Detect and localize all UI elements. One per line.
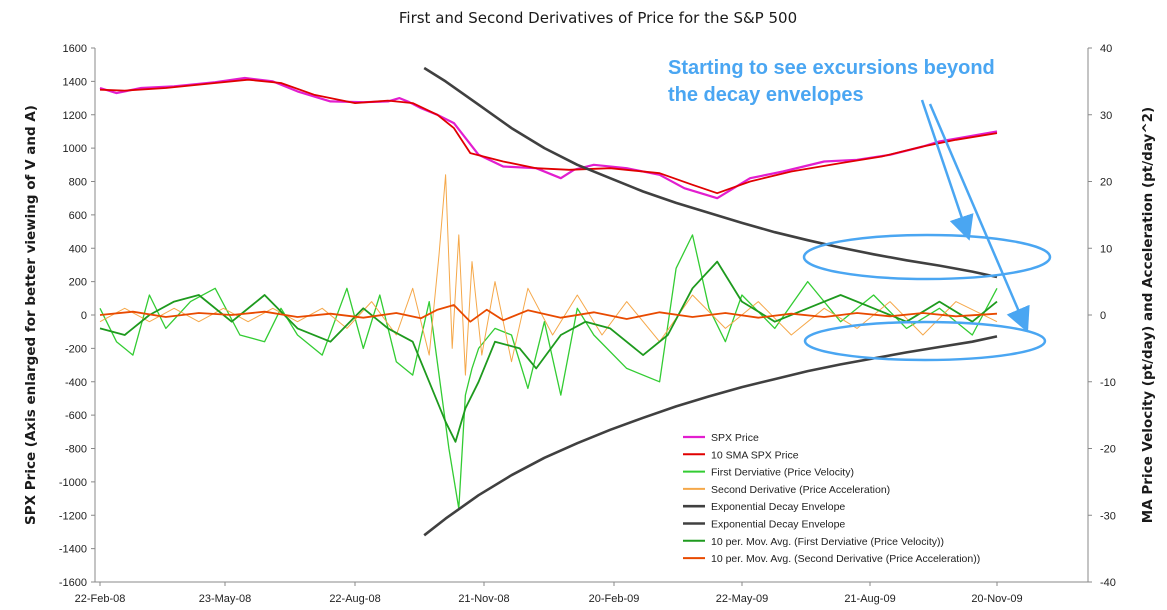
x-tick-label: 21-Nov-08 — [458, 593, 509, 605]
y-right-tick-label: 10 — [1100, 243, 1112, 255]
legend-label: First Derviative (Price Velocity) — [711, 467, 854, 479]
y-left-tick-label: -800 — [65, 444, 87, 456]
y-left-tick-label: 600 — [69, 210, 87, 222]
annotation: Starting to see excursions beyond the de… — [668, 57, 1052, 362]
y-right-tick-label: 0 — [1100, 310, 1106, 322]
y-left-tick-label: 1400 — [63, 76, 87, 88]
plot-area — [99, 66, 998, 537]
chart-title: First and Second Derivatives of Price fo… — [399, 9, 797, 27]
annotation-arrow-lower — [928, 103, 1030, 333]
x-tick-label: 22-May-09 — [716, 593, 769, 605]
x-tick-label: 20-Feb-09 — [589, 593, 640, 605]
legend-label: Exponential Decay Envelope — [711, 501, 845, 513]
series-line-6 — [99, 260, 998, 443]
y-right-tick-label: 40 — [1100, 43, 1112, 55]
axes: 16001400120010008006004002000-200-400-60… — [59, 43, 1116, 605]
series-line-0 — [99, 76, 998, 200]
legend-label: SPX Price — [711, 432, 759, 444]
y-left-tick-label: -1000 — [59, 477, 87, 489]
annotation-line-1: Starting to see excursions beyond — [668, 57, 995, 79]
y-left-tick-label: -600 — [65, 410, 87, 422]
y-left-tick-label: -1600 — [59, 577, 87, 589]
y-right-tick-label: 20 — [1100, 177, 1112, 189]
x-tick-label: 22-Aug-08 — [329, 593, 380, 605]
y-axis-left-label: SPX Price (Axis enlarged for better view… — [23, 105, 39, 525]
y-left-tick-label: 400 — [69, 243, 87, 255]
y-left-tick-label: -400 — [65, 377, 87, 389]
y-left-tick-label: 0 — [81, 310, 87, 322]
legend-label: Second Derivative (Price Acceleration) — [711, 484, 890, 496]
series-line-3 — [99, 174, 998, 376]
series-line-4 — [423, 66, 998, 279]
y-left-tick-label: 1000 — [63, 143, 87, 155]
y-right-tick-label: -20 — [1100, 444, 1116, 456]
x-tick-label: 22-Feb-08 — [75, 593, 126, 605]
y-right-tick-label: 30 — [1100, 110, 1112, 122]
y-left-tick-label: -1400 — [59, 544, 87, 556]
legend-label: 10 SMA SPX Price — [711, 449, 799, 461]
x-tick-label: 23-May-08 — [199, 593, 252, 605]
y-right-tick-label: -30 — [1100, 510, 1116, 522]
legend: SPX Price 10 SMA SPX Price First Derviativ… — [683, 432, 980, 565]
x-tick-label: 21-Aug-09 — [844, 593, 895, 605]
legend-label: 10 per. Mov. Avg. (Second Derivative (Pr… — [711, 553, 980, 565]
y-left-tick-label: 200 — [69, 277, 87, 289]
y-axis-right-label: MA Price Velocity (pt/day) and Accelerat… — [1140, 107, 1156, 523]
annotation-line-2: the decay envelopes — [668, 84, 864, 106]
highlight-ellipse-upper — [802, 233, 1052, 281]
x-tick-label: 20-Nov-09 — [971, 593, 1022, 605]
y-left-tick-label: -200 — [65, 343, 87, 355]
y-right-tick-label: -10 — [1100, 377, 1116, 389]
y-left-tick-label: 800 — [69, 177, 87, 189]
y-left-tick-label: 1600 — [63, 43, 87, 55]
legend-label: Exponential Decay Envelope — [711, 519, 845, 531]
annotation-arrow-upper — [920, 99, 974, 241]
legend-label: 10 per. Mov. Avg. (First Derviative (Pri… — [711, 536, 944, 548]
highlight-ellipse-lower — [803, 320, 1047, 362]
y-left-tick-label: -1200 — [59, 510, 87, 522]
y-right-tick-label: -40 — [1100, 577, 1116, 589]
y-left-tick-label: 1200 — [63, 110, 87, 122]
series-line-1 — [99, 78, 998, 195]
series-line-5 — [423, 335, 998, 537]
series-line-7 — [99, 304, 998, 323]
